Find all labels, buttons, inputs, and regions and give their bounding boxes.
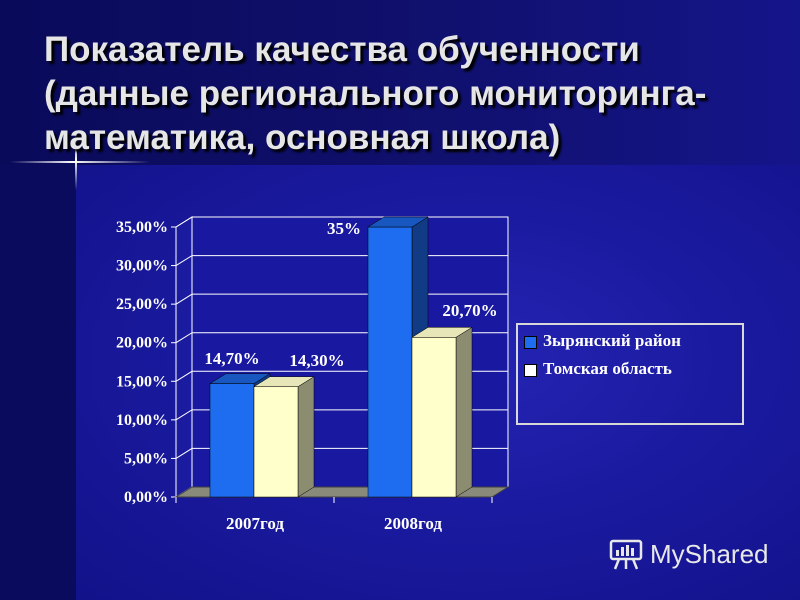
data-label: 20,70% bbox=[442, 301, 497, 320]
legend-item-zyryansky: Зырянский район bbox=[524, 331, 736, 351]
watermark-text: MyShared bbox=[650, 538, 769, 569]
slide-title: Показатель качества обученности (данные … bbox=[44, 30, 707, 157]
sparkle-decoration-vertical bbox=[75, 130, 77, 190]
bar bbox=[209, 383, 255, 498]
bar bbox=[367, 226, 413, 498]
watermark: MyShared bbox=[608, 536, 769, 572]
slide-left-band bbox=[0, 165, 76, 600]
data-label: 14,70% bbox=[204, 349, 259, 368]
legend-label: Томская область bbox=[543, 359, 672, 378]
bar-top bbox=[367, 216, 429, 228]
legend-swatch-blue bbox=[524, 336, 537, 349]
y-tick-label: 35,00% bbox=[116, 219, 168, 236]
legend-swatch-cream bbox=[524, 364, 537, 377]
bar-top bbox=[411, 327, 473, 338]
y-tick-label: 15,00% bbox=[116, 373, 168, 390]
y-tick-label: 25,00% bbox=[116, 296, 168, 313]
y-tick-label: 30,00% bbox=[116, 258, 168, 275]
bar bbox=[411, 337, 457, 498]
bar-top bbox=[209, 373, 271, 384]
x-category-label: 2007год bbox=[226, 514, 284, 533]
chart-side-wall bbox=[175, 216, 193, 498]
slide-header-background bbox=[0, 0, 800, 165]
bar-side bbox=[297, 376, 315, 498]
y-tick-label: 10,00% bbox=[116, 412, 168, 429]
bar-top bbox=[253, 376, 315, 387]
y-tick-label: 0,00% bbox=[124, 489, 168, 506]
chart-legend: Зырянский район Томская область bbox=[516, 323, 744, 425]
bar bbox=[253, 386, 299, 498]
data-label: 14,30% bbox=[289, 351, 344, 370]
y-tick-label: 20,00% bbox=[116, 335, 168, 352]
y-tick-label: 5,00% bbox=[124, 450, 168, 467]
legend-item-tomsk: Томская область bbox=[524, 359, 736, 379]
bar-side bbox=[455, 326, 473, 498]
sparkle-decoration bbox=[10, 161, 150, 163]
x-category-label: 2008год bbox=[384, 514, 442, 533]
presentation-board-icon bbox=[609, 539, 643, 570]
legend-label: Зырянский район bbox=[543, 331, 681, 350]
data-label: 35% bbox=[327, 219, 361, 238]
